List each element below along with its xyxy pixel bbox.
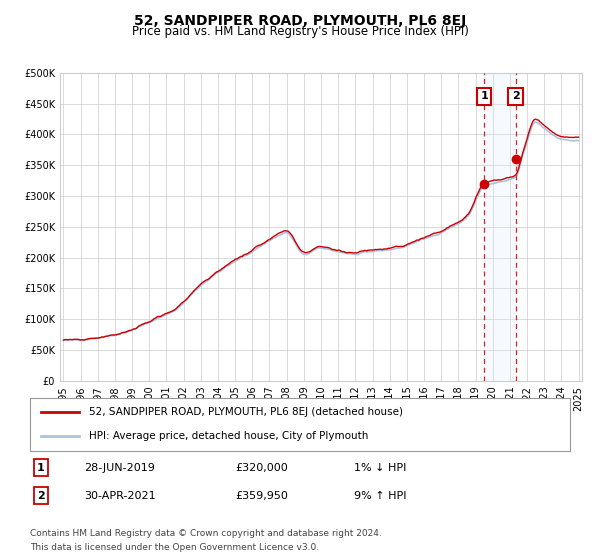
Text: 2: 2 — [512, 91, 520, 101]
Bar — [484, 73, 515, 381]
Text: This data is licensed under the Open Government Licence v3.0.: This data is licensed under the Open Gov… — [30, 543, 319, 552]
Text: £359,950: £359,950 — [235, 491, 288, 501]
Text: £320,000: £320,000 — [235, 463, 288, 473]
Text: Price paid vs. HM Land Registry's House Price Index (HPI): Price paid vs. HM Land Registry's House … — [131, 25, 469, 38]
Text: 1: 1 — [37, 463, 44, 473]
Text: 52, SANDPIPER ROAD, PLYMOUTH, PL6 8EJ: 52, SANDPIPER ROAD, PLYMOUTH, PL6 8EJ — [134, 14, 466, 28]
Text: 28-JUN-2019: 28-JUN-2019 — [84, 463, 155, 473]
Text: 2: 2 — [37, 491, 44, 501]
Text: Contains HM Land Registry data © Crown copyright and database right 2024.: Contains HM Land Registry data © Crown c… — [30, 529, 382, 538]
Text: 52, SANDPIPER ROAD, PLYMOUTH, PL6 8EJ (detached house): 52, SANDPIPER ROAD, PLYMOUTH, PL6 8EJ (d… — [89, 408, 403, 418]
Text: 1% ↓ HPI: 1% ↓ HPI — [354, 463, 406, 473]
Text: 1: 1 — [480, 91, 488, 101]
Text: 9% ↑ HPI: 9% ↑ HPI — [354, 491, 407, 501]
Text: 30-APR-2021: 30-APR-2021 — [84, 491, 155, 501]
Text: HPI: Average price, detached house, City of Plymouth: HPI: Average price, detached house, City… — [89, 431, 369, 441]
